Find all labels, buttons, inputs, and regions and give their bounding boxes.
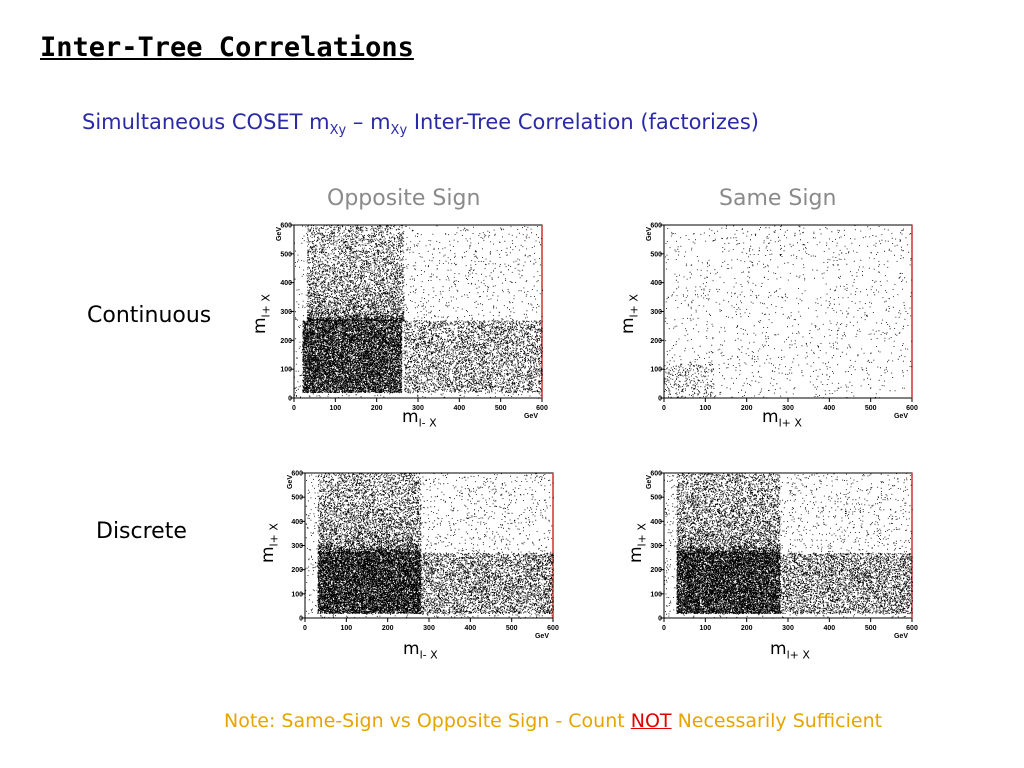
y-tick-label: 100 xyxy=(650,367,662,374)
footnote-suffix: Necessarily Sufficient xyxy=(671,710,883,732)
scatter-points xyxy=(305,473,554,619)
scatter-svg-continuous-same: 0 100 200 300 400 500 6000100200300400500600Ge… xyxy=(646,223,918,419)
y-tick-label: 200 xyxy=(280,338,292,345)
x-tick-label: 600 xyxy=(906,405,918,412)
x-tick-label: 500 xyxy=(506,625,518,632)
y-axis-label-continuous-opposite: ml+ X xyxy=(250,294,273,334)
plot-discrete-same: 0 100 200 300 400 500 600 0 100 200 300 400 500 600 Ge… xyxy=(634,448,924,639)
y-tick-label: 0 xyxy=(658,616,662,623)
scatter-points xyxy=(294,225,543,399)
x-tick-label: 600 xyxy=(547,625,559,632)
x-tick-label: 400 xyxy=(453,405,465,412)
scatter-points xyxy=(664,473,913,619)
column-header-same-sign: Same Sign xyxy=(719,186,837,211)
y-tick-label: 200 xyxy=(650,338,662,345)
y-unit-label: GeV xyxy=(646,475,653,489)
x-tick-label: 300 xyxy=(782,405,794,412)
y-tick-label: 500 xyxy=(650,251,662,258)
y-tick-label: 300 xyxy=(291,543,303,550)
x-tick-label: 0 xyxy=(662,625,666,632)
y-tick-label: 600 xyxy=(650,223,662,230)
y-tick-label: 200 xyxy=(291,567,303,574)
y-tick-label: 500 xyxy=(280,251,292,258)
x-tick-label: 600 xyxy=(536,405,548,412)
x-tick-label: 200 xyxy=(371,405,383,412)
y-tick-label: 400 xyxy=(291,519,303,526)
y-tick-label: 0 xyxy=(299,616,303,623)
x-tick-label: 100 xyxy=(699,405,711,412)
x-tick-label: 0 xyxy=(662,405,666,412)
subtitle-prefix: Simultaneous COSET m xyxy=(82,110,330,134)
x-tick-label: 0 xyxy=(303,625,307,632)
x-axis-label-continuous-opposite: ml- X xyxy=(402,407,437,430)
row-header-discrete: Discrete xyxy=(96,519,187,544)
x-tick-label: 100 xyxy=(699,625,711,632)
x-tick-label: 300 xyxy=(782,625,794,632)
y-axis-label-discrete-same: ml+ X xyxy=(626,523,649,563)
x-tick-label: 100 xyxy=(340,625,352,632)
row-header-continuous: Continuous xyxy=(87,303,212,328)
y-tick-label: 0 xyxy=(288,396,292,403)
x-tick-label: 500 xyxy=(495,405,507,412)
y-axis-label-continuous-same: ml+ X xyxy=(618,294,641,334)
column-header-opposite-sign: Opposite Sign xyxy=(327,186,481,211)
plot-continuous-opposite: 0 100 200 300 400 500 600 0 100 200 300 400 500 600 Ge… xyxy=(264,200,554,419)
scatter-svg-discrete-opposite: 0 100 200 300 400 500 6000100200300400500600Ge… xyxy=(287,471,559,639)
x-tick-label: 500 xyxy=(865,625,877,632)
scatter-svg-discrete-same: 0 100 200 300 400 500 6000100200300400500600Ge… xyxy=(646,471,918,639)
y-axis-label-discrete-opposite: ml+ X xyxy=(258,523,281,563)
plot-continuous-same: 0 100 200 300 400 500 600 0 100 200 300 400 500 600 Ge… xyxy=(634,200,924,419)
x-tick-label: 300 xyxy=(423,625,435,632)
y-tick-label: 600 xyxy=(291,471,303,478)
x-tick-label: 200 xyxy=(382,625,394,632)
x-tick-label: 300 xyxy=(412,405,424,412)
subtitle-sub2: Xy xyxy=(390,123,408,139)
x-tick-label: 500 xyxy=(865,405,877,412)
x-unit-label: GeV xyxy=(894,633,908,638)
x-axis-label-discrete-opposite: ml- X xyxy=(403,639,438,662)
x-tick-label: 200 xyxy=(741,625,753,632)
scatter-svg-continuous-opposite: 0 100 200 300 400 500 6000100200300400500600Ge… xyxy=(276,223,548,419)
y-tick-label: 100 xyxy=(650,591,662,598)
y-tick-label: 500 xyxy=(291,495,303,502)
y-tick-label: 300 xyxy=(280,309,292,316)
y-unit-label: GeV xyxy=(646,227,653,241)
y-tick-label: 0 xyxy=(658,396,662,403)
y-unit-label: GeV xyxy=(287,475,294,489)
x-unit-label: GeV xyxy=(524,413,538,418)
x-tick-label: 100 xyxy=(329,405,341,412)
y-tick-label: 300 xyxy=(650,309,662,316)
x-tick-label: 200 xyxy=(741,405,753,412)
x-tick-label: 400 xyxy=(823,405,835,412)
x-unit-label: GeV xyxy=(894,413,908,418)
x-axis-label-discrete-same: ml+ X xyxy=(770,639,810,662)
slide-title: Inter-Tree Correlations xyxy=(40,32,414,63)
subtitle-suffix: Inter-Tree Correlation (factorizes) xyxy=(407,110,759,134)
y-unit-label: GeV xyxy=(276,227,283,241)
y-tick-label: 400 xyxy=(650,280,662,287)
x-unit-label: GeV xyxy=(535,633,549,638)
y-tick-label: 300 xyxy=(650,543,662,550)
x-tick-label: 0 xyxy=(292,405,296,412)
x-tick-label: 400 xyxy=(823,625,835,632)
y-tick-label: 400 xyxy=(280,280,292,287)
slide-subtitle: Simultaneous COSET mXy – mXy Inter-Tree … xyxy=(82,110,759,138)
x-tick-label: 400 xyxy=(464,625,476,632)
footnote-emphasis: NOT xyxy=(630,710,672,732)
y-tick-label: 100 xyxy=(291,591,303,598)
y-tick-label: 100 xyxy=(280,367,292,374)
footnote: Note: Same-Sign vs Opposite Sign - Count… xyxy=(224,710,882,732)
subtitle-dash: – m xyxy=(346,110,391,134)
plot-discrete-opposite: 0 100 200 300 400 500 600 0 100 200 300 400 500 600 Ge… xyxy=(275,448,565,639)
y-tick-label: 500 xyxy=(650,495,662,502)
subtitle-sub1: Xy xyxy=(329,123,347,139)
x-tick-label: 600 xyxy=(906,625,918,632)
y-tick-label: 200 xyxy=(650,567,662,574)
y-tick-label: 400 xyxy=(650,519,662,526)
x-axis-label-continuous-same: ml+ X xyxy=(762,407,802,430)
y-tick-label: 600 xyxy=(280,223,292,230)
y-tick-label: 600 xyxy=(650,471,662,478)
footnote-prefix: Note: Same-Sign vs Opposite Sign - Count xyxy=(224,710,631,732)
